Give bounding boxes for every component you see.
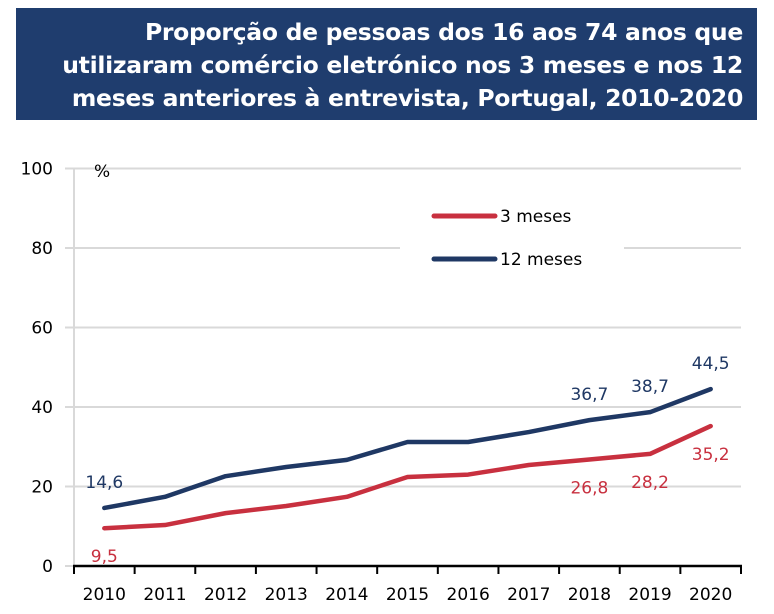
y-axis-tick-labels: 0 20 40 60 80 100 [21,160,53,578]
y-tick-label: 100 [21,160,53,180]
x-tick-label-2019: 2019 [628,585,671,605]
y-tick-label: 40 [31,398,53,418]
x-tick-label-2016: 2016 [447,585,490,605]
data-label-3-meses-2020: 35,2 [692,445,730,465]
x-tick-label-2011: 2011 [143,585,186,605]
x-tick-label-2020: 2020 [689,585,732,605]
x-tick-label-2013: 2013 [265,585,308,605]
chart-title-line-2: utilizaram comércio eletrónico nos 3 mes… [62,51,743,79]
y-tick-label: 60 [31,319,53,339]
chart-title-banner: Proporção de pessoas dos 16 aos 74 anos … [16,8,757,120]
data-labels: 9,5 26,8 28,2 35,2 14,6 36,7 38,7 44,5 [85,354,729,567]
series-lines [102,386,713,531]
data-label-12-meses-2010: 14,6 [85,473,123,493]
data-label-12-meses-2020: 44,5 [692,354,730,374]
legend-label-12-meses: 12 meses [500,250,582,270]
data-label-12-meses-2019: 38,7 [631,377,669,397]
x-tick-label-2018: 2018 [568,585,611,605]
data-label-3-meses-2019: 28,2 [631,473,669,493]
chart-title-line-1: Proporção de pessoas dos 16 aos 74 anos … [144,18,743,46]
x-tick-label-2014: 2014 [325,585,368,605]
y-axis-unit-label: % [94,162,110,182]
chart-title-line-3: meses anteriores à entrevista, Portugal,… [71,84,743,112]
legend-background [400,196,624,276]
x-tick-label-2015: 2015 [386,585,429,605]
data-label-12-meses-2018: 36,7 [570,385,608,405]
y-tick-label: 0 [42,557,53,577]
x-tick-label-2010: 2010 [83,585,126,605]
legend: 3 meses 12 meses [400,196,624,276]
x-axis: 2010 2011 2012 2013 2014 2015 2016 2017 2018 2019… [73,564,742,605]
x-tick-label-2017: 2017 [507,585,550,605]
x-tick-label-2012: 2012 [204,585,247,605]
data-label-3-meses-2010: 9,5 [91,547,118,567]
y-tick-label: 20 [31,478,53,498]
legend-label-3-meses: 3 meses [500,207,572,227]
data-label-3-meses-2018: 26,8 [570,478,608,498]
y-tick-label: 80 [31,239,53,259]
